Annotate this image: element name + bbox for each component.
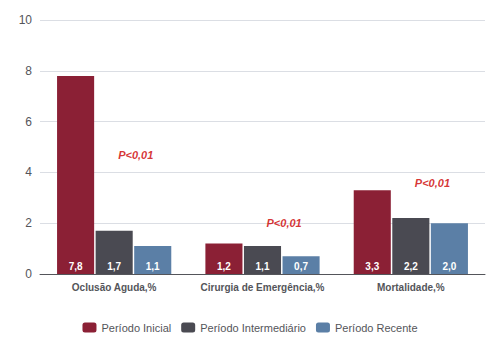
svg-text:P<0,01: P<0,01 [118, 149, 153, 161]
svg-text:P<0,01: P<0,01 [415, 177, 450, 189]
svg-text:7,8: 7,8 [69, 261, 83, 272]
svg-text:0,7: 0,7 [294, 261, 308, 272]
svg-text:Período Intermediário: Período Intermediário [200, 322, 306, 334]
svg-text:1,2: 1,2 [217, 261, 231, 272]
svg-text:Cirurgia de Emergência,%: Cirurgia de Emergência,% [201, 282, 325, 293]
svg-text:2: 2 [25, 216, 32, 230]
svg-text:Período Inicial: Período Inicial [101, 322, 171, 334]
svg-text:2,2: 2,2 [404, 261, 418, 272]
svg-text:1,1: 1,1 [256, 261, 270, 272]
svg-text:P<0,01: P<0,01 [267, 217, 302, 229]
svg-text:8: 8 [25, 64, 32, 78]
svg-text:1,1: 1,1 [146, 261, 160, 272]
svg-text:2,0: 2,0 [442, 261, 456, 272]
svg-text:10: 10 [19, 13, 33, 27]
svg-text:1,7: 1,7 [107, 261, 121, 272]
svg-text:3,3: 3,3 [365, 261, 379, 272]
svg-text:Mortalidade,%: Mortalidade,% [377, 282, 445, 293]
svg-text:0: 0 [25, 267, 32, 281]
svg-text:4: 4 [25, 165, 32, 179]
svg-text:Oclusão Aguda,%: Oclusão Aguda,% [72, 282, 157, 293]
svg-text:6: 6 [25, 115, 32, 129]
svg-text:Período Recente: Período Recente [335, 322, 418, 334]
